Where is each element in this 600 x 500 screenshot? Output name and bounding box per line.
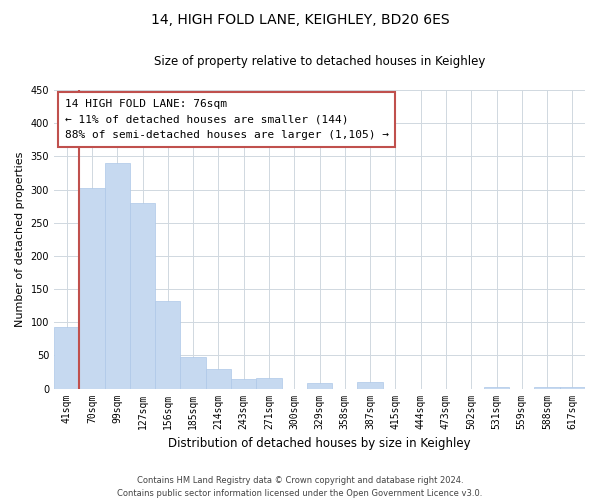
Bar [535, 387, 560, 388]
Bar [79, 188, 104, 388]
Bar [104, 163, 130, 388]
Text: Contains HM Land Registry data © Crown copyright and database right 2024.
Contai: Contains HM Land Registry data © Crown c… [118, 476, 482, 498]
Bar [130, 204, 155, 388]
Y-axis label: Number of detached properties: Number of detached properties [15, 152, 25, 327]
Bar [54, 327, 79, 388]
Title: Size of property relative to detached houses in Keighley: Size of property relative to detached ho… [154, 55, 485, 68]
Bar [256, 378, 281, 388]
Bar [560, 387, 585, 388]
Bar [231, 380, 256, 388]
Bar [181, 358, 206, 388]
Bar [206, 368, 231, 388]
X-axis label: Distribution of detached houses by size in Keighley: Distribution of detached houses by size … [168, 437, 471, 450]
Text: 14 HIGH FOLD LANE: 76sqm
← 11% of detached houses are smaller (144)
88% of semi-: 14 HIGH FOLD LANE: 76sqm ← 11% of detach… [65, 99, 389, 140]
Bar [307, 383, 332, 388]
Bar [484, 387, 509, 388]
Text: 14, HIGH FOLD LANE, KEIGHLEY, BD20 6ES: 14, HIGH FOLD LANE, KEIGHLEY, BD20 6ES [151, 12, 449, 26]
Bar [155, 301, 181, 388]
Bar [358, 382, 383, 388]
